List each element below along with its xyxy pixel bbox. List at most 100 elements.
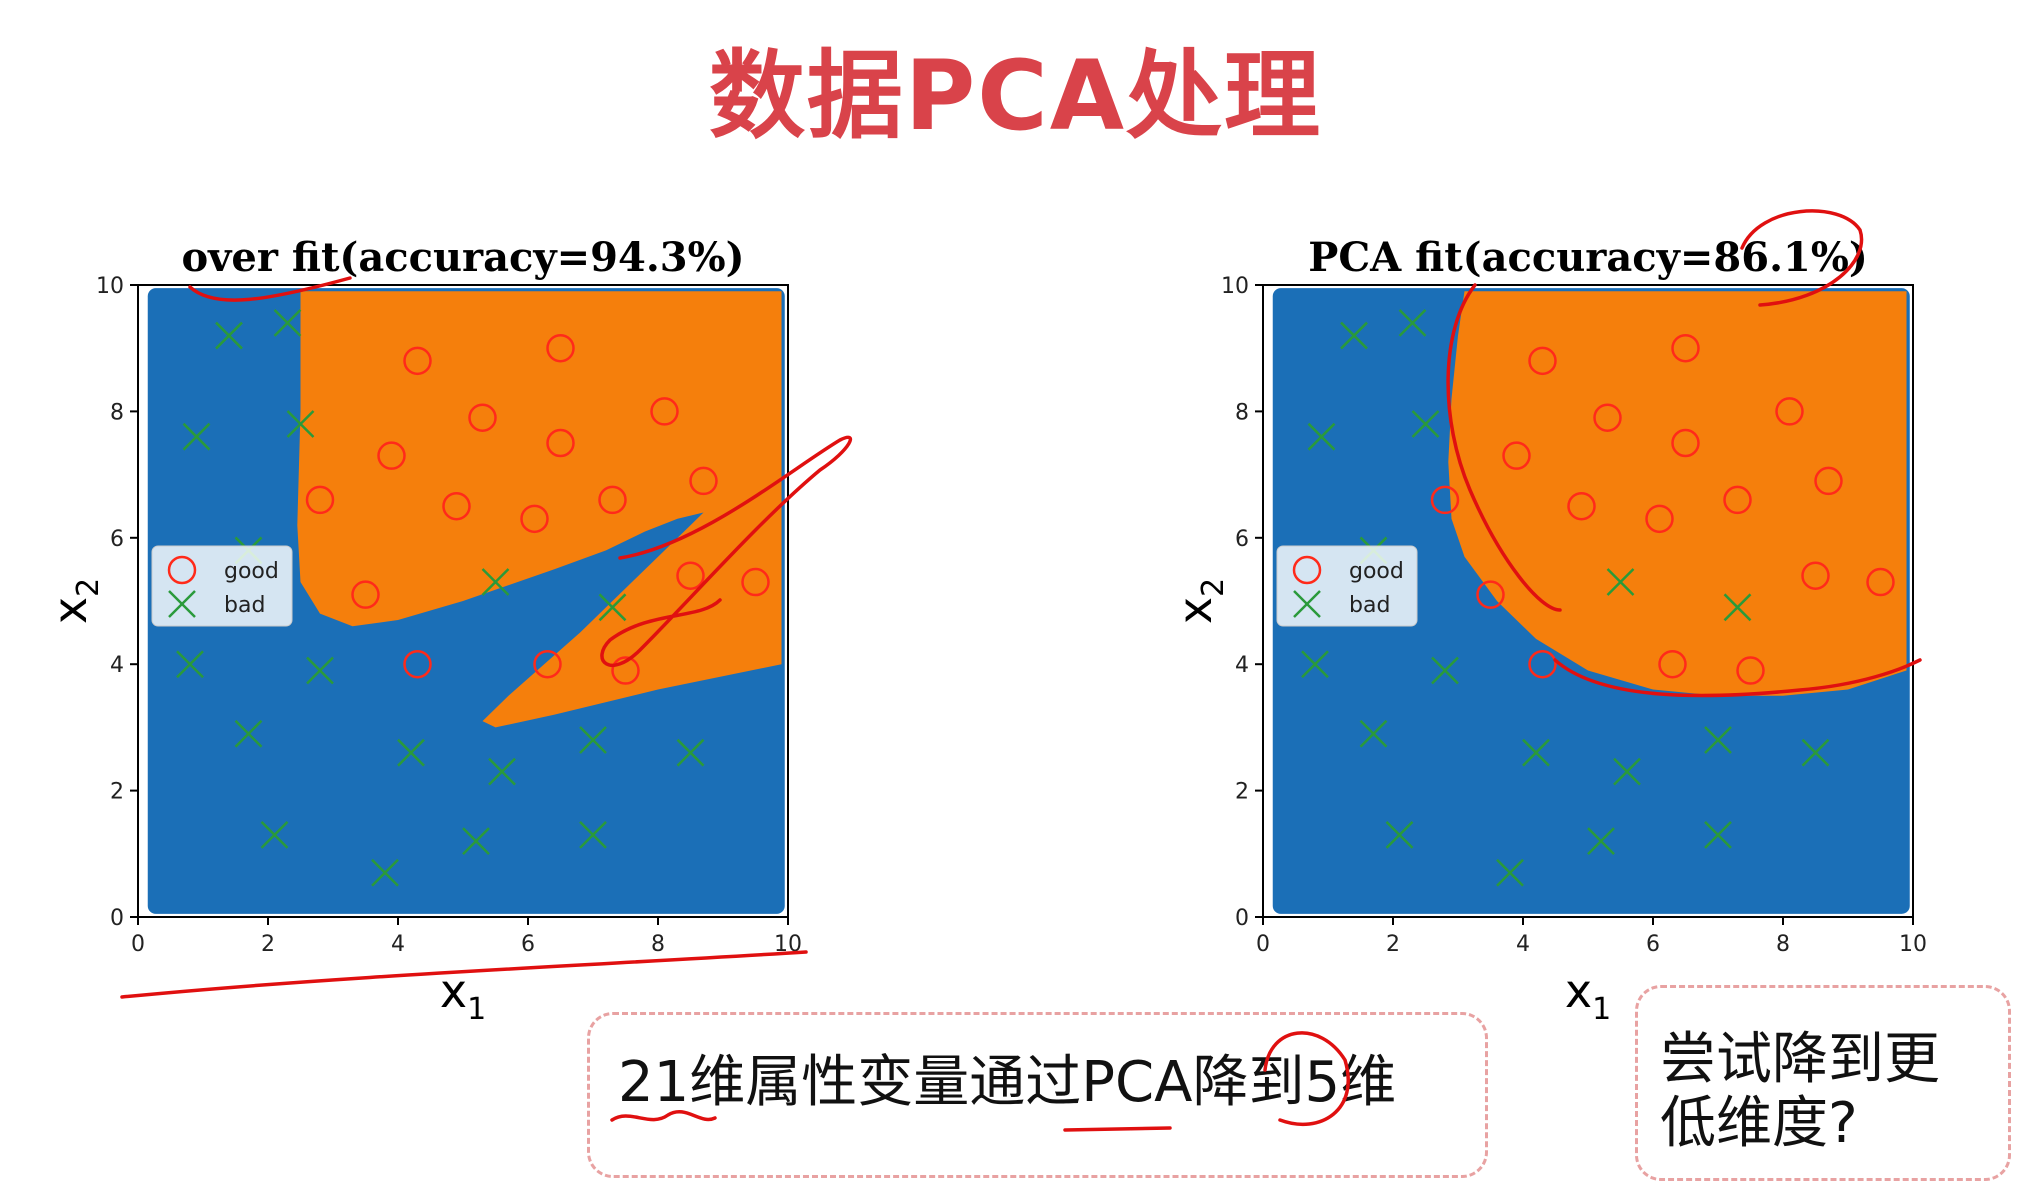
bad-point [273, 309, 302, 337]
bad-point [1301, 650, 1329, 679]
good-point [1723, 485, 1752, 515]
y-tick-label: 10 [1221, 274, 1249, 299]
x-tick-label: 2 [1386, 932, 1400, 957]
legend-bad-marker [1293, 590, 1321, 618]
legend-label-good: good [224, 559, 279, 584]
bad-point [462, 827, 490, 856]
y-tick-label: 2 [1235, 780, 1249, 805]
bad-point-stroke [1411, 410, 1440, 438]
good-point [1866, 567, 1895, 597]
bad-point-stroke [1587, 827, 1615, 856]
x-axis-label: x1 [440, 964, 486, 1027]
x-tick-label: 2 [261, 932, 275, 957]
bad-point [1431, 656, 1459, 685]
good-point [351, 580, 380, 609]
bad-point-stroke [234, 719, 263, 748]
bad-point-stroke [462, 827, 490, 856]
x-tick-label: 8 [651, 932, 665, 957]
legend-label-bad: bad [224, 593, 265, 618]
legend-bad-marker [168, 590, 196, 618]
good-point [520, 504, 549, 534]
good-point [403, 346, 432, 376]
bad-point-stroke [397, 738, 425, 767]
plot-frame [1262, 284, 1914, 918]
bad-point-stroke [1385, 820, 1414, 849]
note-side-text: 尝试降到更低维度? [1660, 1027, 1940, 1157]
y-axis-label: x2 [1168, 578, 1231, 624]
good-point [1593, 403, 1622, 432]
good-point [468, 403, 497, 432]
bad-point [1307, 422, 1336, 451]
good-point [377, 441, 406, 470]
bad-point-stroke [1522, 738, 1550, 767]
x-tick-label: 6 [521, 932, 535, 957]
good-point [533, 649, 562, 679]
bad-point [1340, 321, 1368, 350]
bad-point [1613, 757, 1641, 786]
bad-point [481, 568, 510, 596]
good-region [1448, 291, 1907, 696]
bad-point [579, 726, 607, 754]
bad-point-stroke [1340, 321, 1368, 350]
bad-point [1704, 820, 1732, 849]
bad-point [676, 738, 705, 767]
y-tick-label: 8 [1235, 400, 1249, 425]
bad-point-stroke [579, 820, 607, 849]
x-tick-label: 10 [1899, 932, 1927, 957]
legend-label-good: good [1349, 559, 1404, 584]
x-axis-label: x1 [1565, 964, 1611, 1027]
y-tick-label: 6 [1235, 527, 1249, 552]
bad-point-stroke [306, 656, 334, 685]
bad-point [1587, 827, 1615, 856]
bad-point-stroke [286, 410, 315, 438]
note-main-text: 21维属性变量通过PCA降到5维 [618, 1050, 1397, 1115]
bad-point [1723, 593, 1752, 622]
bad-point-stroke [1431, 656, 1459, 685]
x-tick-label: 8 [1776, 932, 1790, 957]
bad-point-stroke [481, 568, 510, 596]
x-tick-label: 6 [1646, 932, 1660, 957]
y-tick-label: 6 [110, 527, 124, 552]
good-point [650, 397, 679, 426]
y-tick-label: 0 [1235, 906, 1249, 931]
note-box-side: 尝试降到更低维度? [1635, 985, 2011, 1181]
legend-good-marker [1292, 555, 1322, 585]
bad-point-stroke [1704, 820, 1732, 849]
bad-point-stroke [273, 309, 302, 337]
bad-point [176, 650, 204, 679]
overfit-chart: 0 2 4 6 8 10 0 2 4 6 8 10 over fit(accuracy=94.3%) x1… [43, 234, 802, 1027]
good-point [1671, 428, 1700, 458]
y-tick-label: 4 [1235, 653, 1249, 678]
bad-point [260, 820, 289, 849]
bad-point-stroke [1359, 719, 1388, 748]
good-point [442, 491, 471, 521]
y-tick-label: 10 [96, 274, 124, 299]
good-point [305, 485, 335, 515]
y-tick-label: 2 [110, 780, 124, 805]
bad-point-stroke [1398, 309, 1427, 337]
good-point [1671, 333, 1700, 363]
good-point [403, 649, 432, 679]
good-point [1645, 504, 1674, 534]
bad-point-stroke [1496, 858, 1524, 887]
bad-point [1522, 738, 1550, 767]
y-axis-label: x2 [43, 578, 106, 624]
good-point [1814, 466, 1843, 496]
y-tick-label: 0 [110, 906, 124, 931]
bad-point-stroke [182, 422, 211, 451]
bad-point [306, 656, 334, 685]
bad-point [488, 757, 516, 786]
bad-point [1359, 719, 1388, 748]
legend-good-marker [167, 555, 197, 585]
legend-box [1276, 545, 1418, 627]
note-box-main: 21维属性变量通过PCA降到5维 [587, 1012, 1488, 1178]
x-tick-label: 10 [774, 932, 802, 957]
bad-point [1606, 568, 1635, 596]
bad-point-stroke [1801, 738, 1830, 767]
y-tick-label: 4 [110, 653, 124, 678]
bad-point-stroke [176, 650, 204, 679]
bad-point-stroke [1307, 422, 1336, 451]
legend-label-bad: bad [1349, 593, 1390, 618]
bad-point-stroke [1723, 593, 1752, 622]
bad-point-stroke [1606, 568, 1635, 596]
